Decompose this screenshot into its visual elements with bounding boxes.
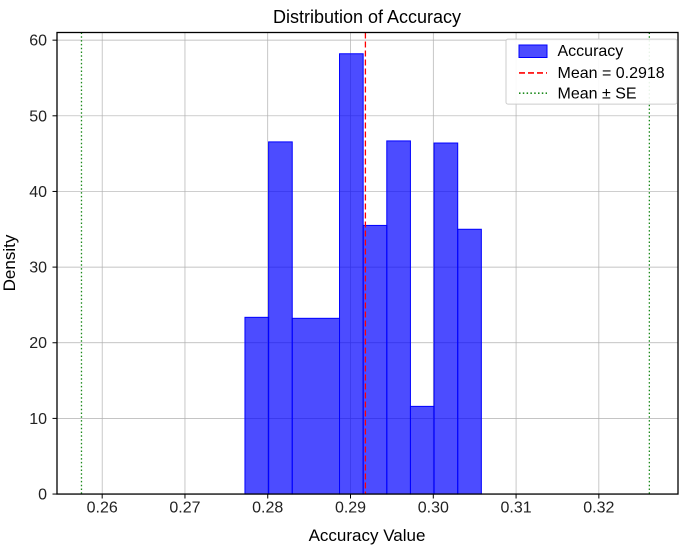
svg-text:40: 40 xyxy=(29,184,47,201)
svg-text:Mean ± SE: Mean ± SE xyxy=(558,86,637,103)
svg-text:Accuracy Value: Accuracy Value xyxy=(309,526,426,545)
svg-text:0.29: 0.29 xyxy=(335,500,366,517)
svg-text:10: 10 xyxy=(29,411,47,428)
svg-text:Density: Density xyxy=(0,234,19,291)
svg-text:0: 0 xyxy=(38,487,47,504)
svg-text:0.30: 0.30 xyxy=(418,500,449,517)
svg-text:60: 60 xyxy=(29,33,47,50)
svg-text:50: 50 xyxy=(29,108,47,125)
svg-text:20: 20 xyxy=(29,335,47,352)
svg-text:Mean = 0.2918: Mean = 0.2918 xyxy=(558,65,665,82)
svg-text:0.32: 0.32 xyxy=(583,500,614,517)
svg-text:0.28: 0.28 xyxy=(252,500,283,517)
svg-text:Accuracy: Accuracy xyxy=(558,43,624,60)
svg-text:30: 30 xyxy=(29,260,47,277)
svg-text:0.26: 0.26 xyxy=(87,500,118,517)
svg-text:Distribution of Accuracy: Distribution of Accuracy xyxy=(273,7,461,27)
svg-text:0.31: 0.31 xyxy=(500,500,531,517)
svg-text:0.27: 0.27 xyxy=(169,500,200,517)
